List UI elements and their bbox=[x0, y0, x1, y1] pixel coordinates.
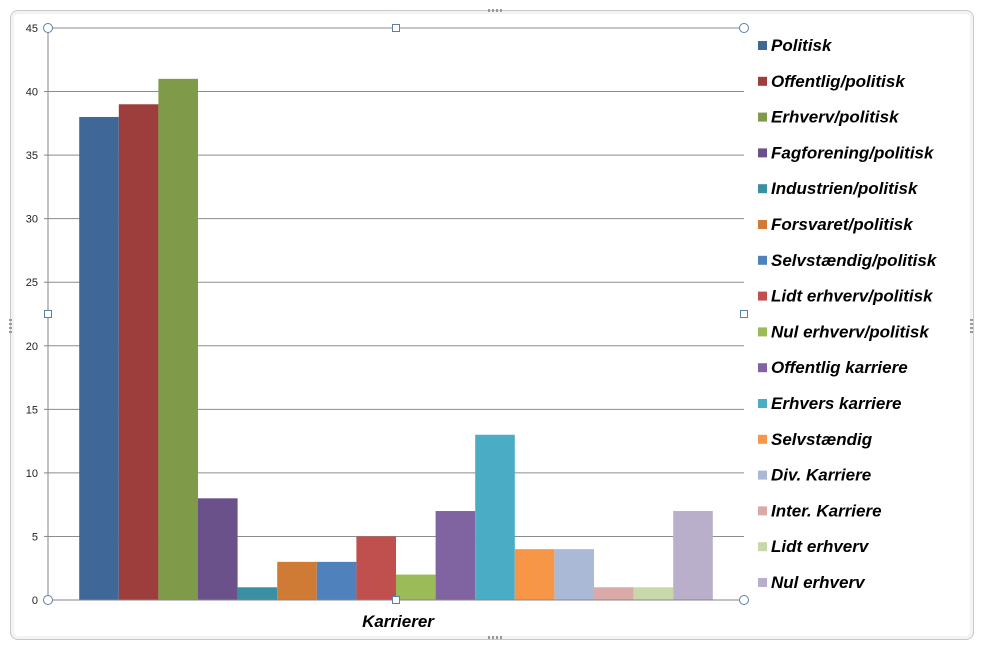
legend-swatch bbox=[758, 434, 767, 444]
resize-grip-right[interactable] bbox=[970, 317, 973, 333]
legend-swatch bbox=[758, 291, 767, 301]
legend-label: Inter. Karriere bbox=[771, 501, 882, 520]
legend-swatch bbox=[758, 578, 767, 587]
bar-2 bbox=[118, 104, 159, 601]
corner-handle[interactable] bbox=[43, 23, 53, 33]
bar-5 bbox=[237, 587, 278, 600]
legend-item[interactable]: Div. Karriere bbox=[758, 466, 871, 485]
legend-swatch bbox=[758, 363, 767, 373]
side-handle[interactable] bbox=[392, 596, 400, 604]
bar-11 bbox=[475, 434, 515, 600]
legend-item[interactable]: Selvstændig/politisk bbox=[758, 251, 938, 270]
bar-3 bbox=[158, 78, 198, 601]
legend[interactable]: Politisk Offentlig/politisk Erhverv/politi… bbox=[758, 36, 938, 592]
resize-grip-top[interactable] bbox=[488, 9, 504, 12]
x-axis-title: Karrierer bbox=[362, 612, 435, 631]
corner-handle[interactable] bbox=[739, 595, 749, 605]
legend-swatch bbox=[758, 255, 767, 265]
resize-grip-left[interactable] bbox=[9, 317, 12, 333]
legend-swatch bbox=[758, 399, 767, 408]
legend-swatch bbox=[758, 148, 767, 158]
legend-label: Lidt erhverv/politisk bbox=[771, 287, 934, 306]
legend-label: Nul erhverv bbox=[771, 573, 866, 592]
legend-label: Selvstændig/politisk bbox=[771, 251, 938, 270]
legend-item[interactable]: Inter. Karriere bbox=[758, 501, 882, 520]
bar-12 bbox=[514, 549, 555, 600]
legend-item[interactable]: Erhvers karriere bbox=[758, 394, 901, 413]
bars bbox=[79, 78, 713, 601]
bar-1 bbox=[79, 116, 119, 600]
legend-swatch bbox=[758, 220, 767, 229]
side-handle[interactable] bbox=[44, 310, 52, 318]
corner-handle[interactable] bbox=[739, 23, 749, 33]
legend-label: Politisk bbox=[771, 36, 833, 55]
bar-15 bbox=[633, 587, 674, 600]
plot-area-selection-handles[interactable] bbox=[43, 23, 749, 605]
bar-4 bbox=[198, 498, 238, 600]
y-tick-label: 5 bbox=[32, 531, 38, 543]
y-tick-label: 0 bbox=[32, 595, 38, 607]
legend-item[interactable]: Lidt erhverv/politisk bbox=[758, 287, 934, 306]
legend-swatch bbox=[758, 506, 767, 516]
bar-6 bbox=[277, 561, 317, 600]
resize-grip-bottom[interactable] bbox=[488, 636, 504, 639]
legend-item[interactable]: Nul erhverv/politisk bbox=[758, 322, 930, 341]
legend-swatch bbox=[758, 41, 767, 50]
bar-7 bbox=[316, 561, 357, 600]
y-tick-label: 10 bbox=[26, 468, 38, 480]
legend-swatch bbox=[758, 184, 767, 194]
legend-item[interactable]: Fagforening/politisk bbox=[758, 143, 935, 162]
side-handle[interactable] bbox=[392, 24, 400, 32]
bar-8 bbox=[356, 536, 396, 600]
legend-label: Forsvaret/politisk bbox=[771, 215, 914, 234]
legend-item[interactable]: Erhverv/politisk bbox=[758, 108, 900, 127]
bar-14 bbox=[594, 587, 634, 600]
y-tick-label: 35 bbox=[26, 150, 38, 162]
bar-16 bbox=[673, 511, 713, 600]
legend-label: Lidt erhverv bbox=[771, 537, 870, 556]
legend-item[interactable]: Lidt erhverv bbox=[758, 537, 870, 556]
side-handle[interactable] bbox=[740, 310, 748, 318]
bar-13 bbox=[554, 549, 594, 600]
legend-label: Nul erhverv/politisk bbox=[771, 322, 930, 341]
y-tick-label: 15 bbox=[26, 404, 38, 416]
y-tick-label: 40 bbox=[26, 87, 38, 99]
legend-item[interactable]: Politisk bbox=[758, 36, 833, 55]
corner-handle[interactable] bbox=[43, 595, 53, 605]
legend-swatch bbox=[758, 76, 767, 86]
y-tick-label: 25 bbox=[26, 277, 38, 289]
bar-10 bbox=[435, 511, 476, 600]
legend-item[interactable]: Forsvaret/politisk bbox=[758, 215, 914, 234]
y-tick-label: 45 bbox=[26, 23, 38, 35]
legend-item[interactable]: Offentlig/politisk bbox=[758, 72, 906, 91]
legend-label: Selvstændig bbox=[771, 430, 873, 449]
legend-label: Fagforening/politisk bbox=[771, 143, 935, 162]
legend-label: Offentlig/politisk bbox=[771, 72, 906, 91]
legend-item[interactable]: Industrien/politisk bbox=[758, 179, 919, 198]
legend-label: Industrien/politisk bbox=[771, 179, 919, 198]
bar-9 bbox=[396, 574, 436, 600]
legend-label: Div. Karriere bbox=[771, 466, 871, 485]
legend-swatch bbox=[758, 542, 767, 552]
y-tick-label: 30 bbox=[26, 214, 38, 226]
legend-item[interactable]: Selvstændig bbox=[758, 430, 873, 449]
legend-label: Erhvers karriere bbox=[771, 394, 901, 413]
y-tick-labels: 0 5 10 15 20 25 30 35 40 45 bbox=[26, 23, 38, 607]
legend-label: Offentlig karriere bbox=[771, 358, 908, 377]
legend-label: Erhverv/politisk bbox=[771, 108, 900, 127]
legend-item[interactable]: Offentlig karriere bbox=[758, 358, 908, 377]
legend-item[interactable]: Nul erhverv bbox=[758, 573, 866, 592]
legend-swatch bbox=[758, 327, 767, 337]
legend-swatch bbox=[758, 470, 767, 480]
y-tick-label: 20 bbox=[26, 341, 38, 353]
legend-swatch bbox=[758, 112, 767, 122]
